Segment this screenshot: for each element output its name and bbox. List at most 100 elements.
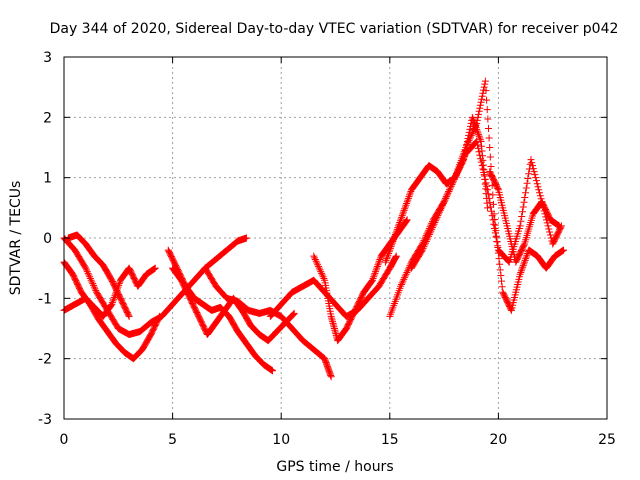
- data-point: [545, 225, 553, 233]
- data-point: [534, 183, 542, 191]
- data-point: [473, 137, 481, 145]
- data-point: [383, 253, 391, 261]
- data-point: [478, 162, 486, 170]
- x-axis-label: GPS time / hours: [276, 459, 393, 475]
- data-point: [125, 311, 133, 319]
- data-point: [475, 132, 483, 140]
- data-point: [475, 110, 483, 118]
- data-point: [446, 186, 454, 194]
- data-point: [517, 267, 525, 275]
- series: [64, 231, 133, 320]
- axis-ticks: [63, 56, 608, 420]
- data-point: [481, 80, 489, 88]
- data-point: [543, 219, 551, 227]
- data-point: [290, 310, 298, 318]
- data-point: [391, 232, 399, 240]
- data-point: [388, 241, 396, 249]
- data-point: [386, 244, 394, 252]
- data-point: [398, 213, 406, 221]
- data-point: [269, 367, 277, 375]
- y-tick-label: 1: [43, 171, 52, 187]
- data-point: [403, 200, 411, 208]
- data-point: [492, 227, 500, 235]
- data-point: [389, 237, 397, 245]
- data-point: [388, 239, 396, 247]
- data-point: [86, 275, 94, 283]
- data-point: [464, 138, 472, 146]
- data-point: [320, 275, 328, 283]
- data-point: [88, 278, 96, 286]
- x-tick-labels: 0 5 10 15 20 25: [60, 432, 616, 448]
- data-point: [517, 217, 525, 225]
- data-point: [420, 243, 428, 251]
- data-point: [477, 98, 485, 106]
- data-point: [369, 275, 377, 283]
- data-point: [470, 126, 478, 134]
- data-point: [289, 311, 297, 319]
- data-point: [84, 269, 92, 277]
- data-point: [496, 266, 504, 274]
- data-point: [450, 175, 458, 183]
- data-point: [519, 263, 527, 271]
- data-point: [495, 255, 503, 263]
- data-point: [83, 268, 91, 276]
- data-point: [406, 189, 414, 197]
- data-point: [479, 165, 487, 173]
- data-point: [478, 92, 486, 100]
- data-point: [374, 261, 382, 269]
- data-point: [82, 266, 90, 274]
- data-point: [400, 206, 408, 214]
- data-point: [375, 257, 383, 265]
- data-point: [440, 198, 448, 206]
- data-point: [401, 205, 409, 213]
- data-point: [520, 241, 528, 249]
- data-point: [418, 246, 426, 254]
- data-point: [396, 218, 404, 226]
- data-point: [398, 212, 406, 220]
- data-point: [518, 265, 526, 273]
- data-point: [476, 104, 484, 112]
- series: [386, 137, 565, 320]
- data-point: [470, 125, 478, 133]
- data-point: [310, 252, 318, 260]
- data-point: [493, 232, 501, 240]
- data-point: [484, 125, 492, 133]
- data-point: [439, 200, 447, 208]
- data-point: [290, 309, 298, 317]
- data-point: [471, 123, 479, 131]
- data-point: [373, 262, 381, 270]
- data-point: [395, 220, 403, 228]
- data-point: [425, 232, 433, 240]
- data-point: [424, 234, 432, 242]
- data-point: [372, 268, 380, 276]
- data-point: [494, 243, 502, 251]
- data-point: [390, 234, 398, 242]
- data-point: [82, 264, 90, 272]
- data-point: [419, 244, 427, 252]
- data-points: [60, 77, 568, 381]
- data-point: [435, 210, 443, 218]
- data-point: [370, 271, 378, 279]
- data-point: [403, 268, 411, 276]
- data-point: [496, 260, 504, 268]
- data-point: [486, 144, 494, 151]
- data-point: [463, 140, 471, 148]
- x-tick-label: 25: [598, 432, 616, 448]
- data-point: [421, 241, 429, 249]
- x-tick-label: 5: [168, 432, 177, 448]
- data-point: [520, 198, 528, 206]
- data-point: [484, 186, 492, 194]
- data-point: [473, 116, 481, 124]
- data-point: [404, 265, 412, 273]
- data-point: [516, 222, 524, 230]
- data-point: [484, 204, 492, 212]
- data-point: [92, 287, 100, 295]
- data-point: [428, 224, 436, 232]
- data-point: [481, 77, 489, 85]
- data-point: [485, 134, 493, 142]
- data-point: [490, 220, 498, 228]
- data-point: [391, 231, 399, 239]
- grid-lines: [64, 57, 607, 419]
- data-point: [401, 274, 409, 282]
- data-point: [392, 252, 400, 260]
